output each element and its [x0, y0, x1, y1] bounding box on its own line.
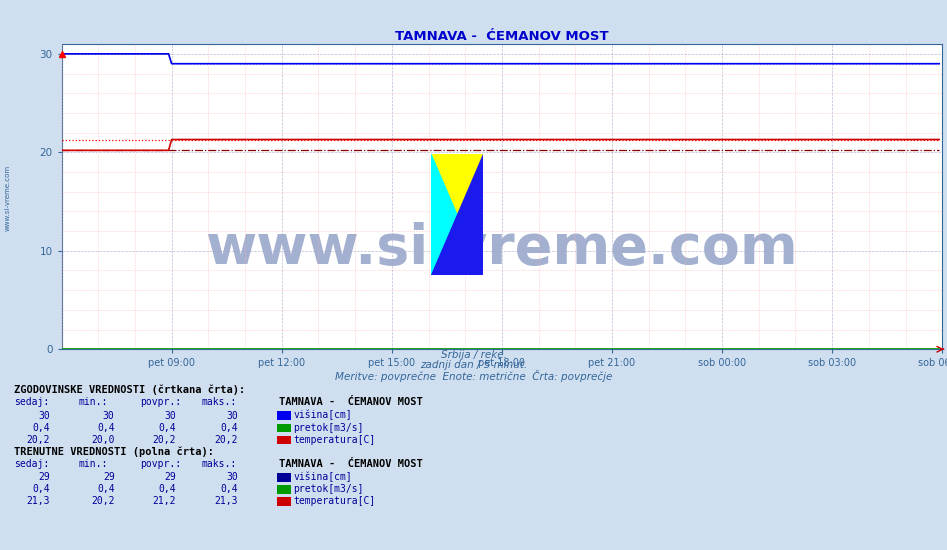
Text: pretok[m3/s]: pretok[m3/s] [294, 484, 364, 494]
Text: 30: 30 [39, 410, 50, 421]
Text: 0,4: 0,4 [220, 422, 238, 433]
Text: 0,4: 0,4 [158, 484, 176, 494]
Text: višina[cm]: višina[cm] [294, 410, 352, 421]
Text: 21,3: 21,3 [27, 496, 50, 507]
Text: 29: 29 [39, 472, 50, 482]
Text: min.:: min.: [79, 397, 108, 408]
Text: 29: 29 [165, 472, 176, 482]
Text: TAMNAVA -  ĆEMANOV MOST: TAMNAVA - ĆEMANOV MOST [279, 459, 423, 469]
Text: 0,4: 0,4 [220, 484, 238, 494]
Text: www.si-vreme.com: www.si-vreme.com [5, 165, 10, 231]
Text: maks.:: maks.: [202, 397, 237, 408]
Text: TRENUTNE VREDNOSTI (polna črta):: TRENUTNE VREDNOSTI (polna črta): [14, 447, 214, 457]
Text: zadnji dan / 5 minut.: zadnji dan / 5 minut. [420, 360, 527, 371]
Text: 30: 30 [226, 410, 238, 421]
Text: 0,4: 0,4 [32, 422, 50, 433]
Text: TAMNAVA -  ĆEMANOV MOST: TAMNAVA - ĆEMANOV MOST [279, 397, 423, 408]
Text: 20,0: 20,0 [91, 434, 115, 445]
Text: min.:: min.: [79, 459, 108, 469]
Text: pretok[m3/s]: pretok[m3/s] [294, 422, 364, 433]
Text: 29: 29 [103, 472, 115, 482]
Text: 0,4: 0,4 [97, 422, 115, 433]
Text: 0,4: 0,4 [158, 422, 176, 433]
Title: TAMNAVA -  ĆEMANOV MOST: TAMNAVA - ĆEMANOV MOST [395, 30, 609, 43]
Text: www.si-vreme.com: www.si-vreme.com [205, 222, 798, 276]
Text: 30: 30 [165, 410, 176, 421]
Text: povpr.:: povpr.: [140, 459, 181, 469]
Text: temperatura[C]: temperatura[C] [294, 496, 376, 507]
Text: 21,3: 21,3 [214, 496, 238, 507]
Text: 21,2: 21,2 [152, 496, 176, 507]
Text: 30: 30 [226, 472, 238, 482]
Text: temperatura[C]: temperatura[C] [294, 434, 376, 445]
Text: 0,4: 0,4 [97, 484, 115, 494]
Text: višina[cm]: višina[cm] [294, 472, 352, 482]
Text: maks.:: maks.: [202, 459, 237, 469]
Text: Meritve: povprečne  Enote: metrične  Črta: povprečje: Meritve: povprečne Enote: metrične Črta:… [335, 370, 612, 382]
Text: ZGODOVINSKE VREDNOSTI (črtkana črta):: ZGODOVINSKE VREDNOSTI (črtkana črta): [14, 385, 245, 395]
Text: 30: 30 [103, 410, 115, 421]
Polygon shape [431, 154, 483, 275]
Text: sedaj:: sedaj: [14, 459, 49, 469]
Text: 20,2: 20,2 [27, 434, 50, 445]
Polygon shape [431, 154, 483, 275]
Text: Srbija / reke.: Srbija / reke. [440, 349, 507, 360]
Text: 20,2: 20,2 [91, 496, 115, 507]
Polygon shape [431, 154, 483, 275]
Text: 0,4: 0,4 [32, 484, 50, 494]
Text: 20,2: 20,2 [152, 434, 176, 445]
Text: 20,2: 20,2 [214, 434, 238, 445]
Text: povpr.:: povpr.: [140, 397, 181, 408]
Text: sedaj:: sedaj: [14, 397, 49, 408]
